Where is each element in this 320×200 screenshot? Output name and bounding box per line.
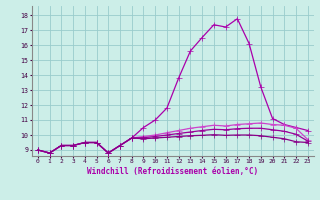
X-axis label: Windchill (Refroidissement éolien,°C): Windchill (Refroidissement éolien,°C) <box>87 167 258 176</box>
